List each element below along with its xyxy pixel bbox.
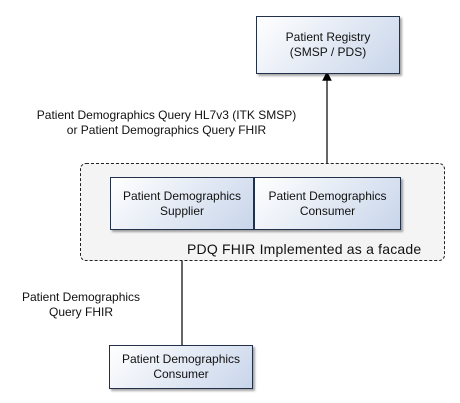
upper-edge-label: Patient Demographics Query HL7v3 (ITK SM… [24,108,309,138]
patient-registry-node: Patient Registry (SMSP / PDS) [256,16,400,74]
inner-consumer-label: Patient Demographics Consumer [268,189,386,219]
patient-demographics-supplier-node: Patient Demographics Supplier [110,177,254,230]
patient-registry-label: Patient Registry (SMSP / PDS) [286,30,371,60]
bottom-consumer-label: Patient Demographics Consumer [122,352,240,382]
lower-edge-label: Patient Demographics Query FHIR [6,290,156,320]
patient-demographics-consumer-inner-node: Patient Demographics Consumer [254,177,401,230]
patient-demographics-consumer-bottom-node: Patient Demographics Consumer [109,345,253,389]
supplier-label: Patient Demographics Supplier [123,189,241,219]
facade-label: PDQ FHIR Implemented as a facade [187,241,421,257]
